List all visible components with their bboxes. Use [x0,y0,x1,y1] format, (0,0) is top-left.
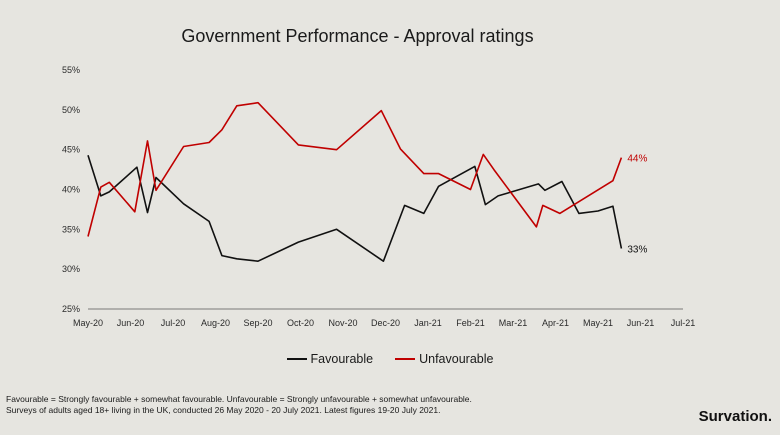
x-tick-label: Nov-20 [328,318,357,328]
x-tick-label: Jun-21 [627,318,655,328]
x-tick-label: Aug-20 [201,318,230,328]
legend-swatch-favourable [286,358,307,360]
legend-label-unfavourable: Unfavourable [419,352,494,366]
series-end-labels: 33% 44% [627,154,647,256]
series-line-unfavourable [87,101,623,237]
x-tick-label: Sep-20 [243,318,272,328]
x-tick-label: May-21 [583,318,613,328]
x-tick-label: Jul-21 [671,318,696,328]
legend-label-favourable: Favourable [310,352,374,366]
x-tick-label: Jul-20 [161,318,186,328]
footnote-line-1: Favourable = Strongly favourable + somew… [6,394,472,404]
y-tick-label: 45% [62,145,80,155]
x-tick-label: Apr-21 [542,318,569,328]
legend: Favourable Unfavourable [0,352,780,366]
x-tick-label: Jan-21 [414,318,442,328]
series-line-favourable [87,154,623,263]
series-lines [87,101,623,263]
footnote-line-2: Surveys of adults aged 18+ living in the… [6,405,441,416]
chart-title: Government Performance - Approval rating… [181,26,534,46]
y-tick-label: 55% [62,65,80,75]
x-tick-label: May-20 [73,318,103,328]
x-tick-label: Dec-20 [371,318,400,328]
chart-plot: 25% 30% 35% 40% 45% 50% 55% May-20 Jun-20 Jul-20… [62,65,695,328]
y-tick-label: 25% [62,304,80,314]
brand-logo: Survation. [698,408,772,425]
y-axis-ticks: 25% 30% 35% 40% 45% 50% 55% [62,65,80,314]
x-tick-label: Oct-20 [287,318,314,328]
y-tick-label: 50% [62,105,80,115]
y-tick-label: 35% [62,224,80,234]
x-tick-label: Feb-21 [456,318,485,328]
x-tick-label: Jun-20 [117,318,145,328]
x-axis-ticks: May-20 Jun-20 Jul-20 Aug-20 Sep-20 Oct-20 Nov-… [73,318,695,328]
legend-item-unfavourable[interactable]: Unfavourable [395,352,493,366]
end-label-unfavourable: 44% [627,154,647,165]
footnote: Favourable = Strongly favourable + somew… [6,394,472,416]
legend-item-favourable[interactable]: Favourable [286,352,374,366]
y-tick-label: 40% [62,185,80,195]
x-tick-label: Mar-21 [499,318,528,328]
legend-swatch-unfavourable [395,358,416,360]
y-tick-label: 30% [62,264,80,274]
end-label-favourable: 33% [627,244,647,255]
